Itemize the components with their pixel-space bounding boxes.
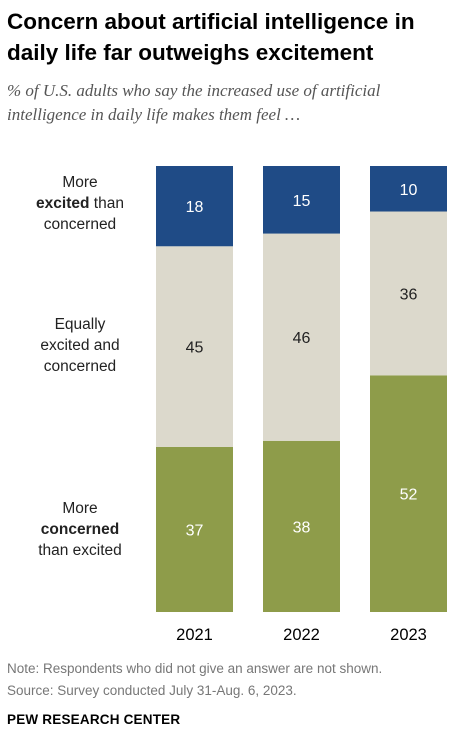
chart-title: Concern about artificial intelligence in… — [7, 6, 469, 68]
footnotes: Note: Respondents who did not give an an… — [7, 658, 382, 702]
data-label-2023-excited: 10 — [400, 182, 418, 199]
data-label-2021-concerned: 37 — [186, 522, 204, 539]
bar-segment-2022-concerned — [263, 440, 340, 612]
row-label-excited-line-3: concerned — [44, 216, 116, 233]
data-label-2022-equally: 46 — [293, 330, 311, 347]
bar-segment-2023-excited — [370, 166, 447, 212]
row-label-equally-line-3: concerned — [44, 358, 116, 375]
data-label-2021-excited: 18 — [186, 199, 204, 216]
bar-segment-2023-equally — [370, 211, 447, 376]
chart-subtitle: % of U.S. adults who say the increased u… — [7, 79, 469, 127]
row-label-equally-line-2: excited and — [40, 337, 119, 354]
subtitle-line-1: % of U.S. adults who say the increased u… — [7, 81, 381, 100]
bar-segment-2022-excited — [263, 166, 340, 234]
data-label-2022-excited: 15 — [293, 193, 311, 210]
title-line-2: daily life far outweighs excitement — [7, 40, 374, 65]
row-label-excited-line-1: More — [62, 174, 97, 191]
note-text: Note: Respondents who did not give an an… — [7, 661, 383, 676]
bar-segment-2021-concerned — [156, 446, 233, 612]
bar-segment-2021-excited — [156, 166, 233, 247]
x-tick-label-2023: 2023 — [390, 626, 427, 644]
row-label-excited-line-2: excited than — [36, 195, 124, 212]
stacked-bar-chart: 37 45 18 2021 38 46 15 2022 52 36 10 2023 More excite… — [36, 166, 447, 644]
bar-segment-2021-equally — [156, 246, 233, 447]
subtitle-line-2: intelligence in daily life makes them fe… — [7, 105, 301, 124]
data-label-2022-concerned: 38 — [293, 519, 311, 536]
pew-research-center-logo: PEW RESEARCH CENTER — [7, 712, 181, 727]
row-label-concerned-line-2: concerned — [41, 521, 119, 538]
data-label-2023-equally: 36 — [400, 286, 418, 303]
row-label-concerned-line-1: More — [62, 500, 97, 517]
x-tick-label-2022: 2022 — [283, 626, 320, 644]
bar-segment-2022-equally — [263, 233, 340, 441]
x-tick-label-2021: 2021 — [176, 626, 213, 644]
data-label-2021-equally: 45 — [186, 340, 204, 357]
title-line-1: Concern about artificial intelligence in — [7, 9, 415, 34]
row-label-equally-line-1: Equally — [55, 316, 106, 333]
row-label-concerned-line-3: than excited — [38, 542, 122, 559]
source-text: Source: Survey conducted July 31-Aug. 6,… — [7, 683, 297, 698]
bar-segment-2023-concerned — [370, 375, 447, 612]
data-label-2023-concerned: 52 — [400, 487, 418, 504]
